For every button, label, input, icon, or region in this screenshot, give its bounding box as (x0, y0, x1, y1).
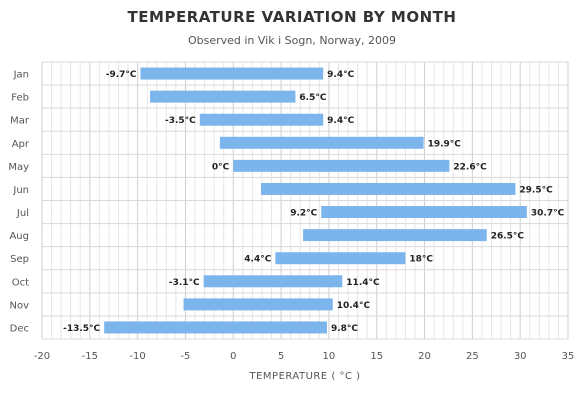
range-bar-nov (183, 298, 333, 311)
low-data-label: -13.5°C (63, 324, 100, 334)
y-axis-labels: Jan Feb Mar Apr May Jun Jul Aug Sep Oct Nov Dec (8, 70, 30, 335)
chart-title: TEMPERATURE VARIATION BY MONTH (127, 8, 457, 26)
range-bar-jun (261, 182, 516, 195)
low-data-label: -3.1°C (169, 278, 200, 288)
x-tick-label: -15 (82, 351, 98, 362)
y-tick-label: Jun (12, 185, 29, 196)
low-data-label: 9.2°C (290, 209, 317, 219)
high-data-label: 19.9°C (428, 139, 462, 149)
high-data-label: 9.4°C (327, 70, 354, 80)
range-bar-apr (219, 136, 424, 149)
high-data-label: 9.8°C (331, 324, 358, 334)
x-tick-label: 25 (466, 351, 479, 362)
x-tick-label: 20 (418, 351, 431, 362)
high-data-label: 30.7°C (531, 209, 565, 219)
y-tick-label: Jan (13, 70, 29, 81)
low-data-label: 0°C (212, 162, 230, 172)
x-axis-labels: -20 -15 -10 -5 0 5 10 15 20 25 30 35 (34, 351, 575, 362)
y-tick-label: Mar (10, 116, 30, 127)
range-bar-dec (104, 321, 327, 334)
x-tick-label: 5 (278, 351, 284, 362)
y-tick-label: Sep (10, 254, 29, 265)
range-bar-mar (199, 113, 324, 126)
high-data-label: 11.4°C (346, 278, 380, 288)
high-data-label: 6.5°C (299, 93, 326, 103)
high-data-label: 9.4°C (327, 116, 354, 126)
y-tick-label: Jul (16, 208, 29, 219)
x-tick-label: 0 (230, 351, 236, 362)
high-data-label: 10.4°C (337, 301, 371, 311)
grid-lines (41, 61, 569, 340)
range-bar-jul (321, 206, 527, 219)
range-bar-jan (140, 67, 324, 80)
high-data-label: 22.6°C (453, 162, 487, 172)
high-data-label: 26.5°C (491, 232, 525, 242)
range-bar-oct (203, 275, 343, 288)
x-tick-label: 10 (323, 351, 336, 362)
x-axis-title: TEMPERATURE ( °C ) (249, 371, 361, 382)
bars (104, 67, 527, 334)
x-tick-label: 35 (562, 351, 575, 362)
x-tick-label: -5 (180, 351, 190, 362)
chart-subtitle: Observed in Vik i Sogn, Norway, 2009 (187, 34, 397, 47)
x-tick-label: 30 (514, 351, 527, 362)
low-data-label: 4.4°C (244, 255, 271, 265)
y-tick-label: Feb (11, 93, 29, 104)
low-data-label: -9.7°C (106, 70, 137, 80)
y-tick-label: Oct (12, 277, 29, 288)
y-tick-label: Nov (9, 300, 29, 311)
x-tick-label: -20 (34, 351, 50, 362)
high-data-label: 18°C (409, 255, 433, 265)
y-tick-label: Dec (10, 323, 29, 334)
range-bar-feb (150, 90, 296, 103)
data-labels: -9.7°C 9.4°C 6.5°C -3.5°C 9.4°C 19.9°C 0°C 22.6… (63, 70, 564, 334)
high-data-label: 29.5°C (519, 185, 553, 195)
y-tick-label: Apr (12, 139, 30, 150)
y-tick-label: May (8, 162, 29, 173)
range-bar-aug (303, 229, 487, 242)
low-data-label: -3.5°C (165, 116, 196, 126)
x-tick-label: -10 (129, 351, 145, 362)
y-tick-label: Aug (9, 231, 29, 242)
range-bar-sep (275, 252, 406, 265)
range-bar-may (233, 159, 450, 172)
x-tick-label: 15 (370, 351, 383, 362)
